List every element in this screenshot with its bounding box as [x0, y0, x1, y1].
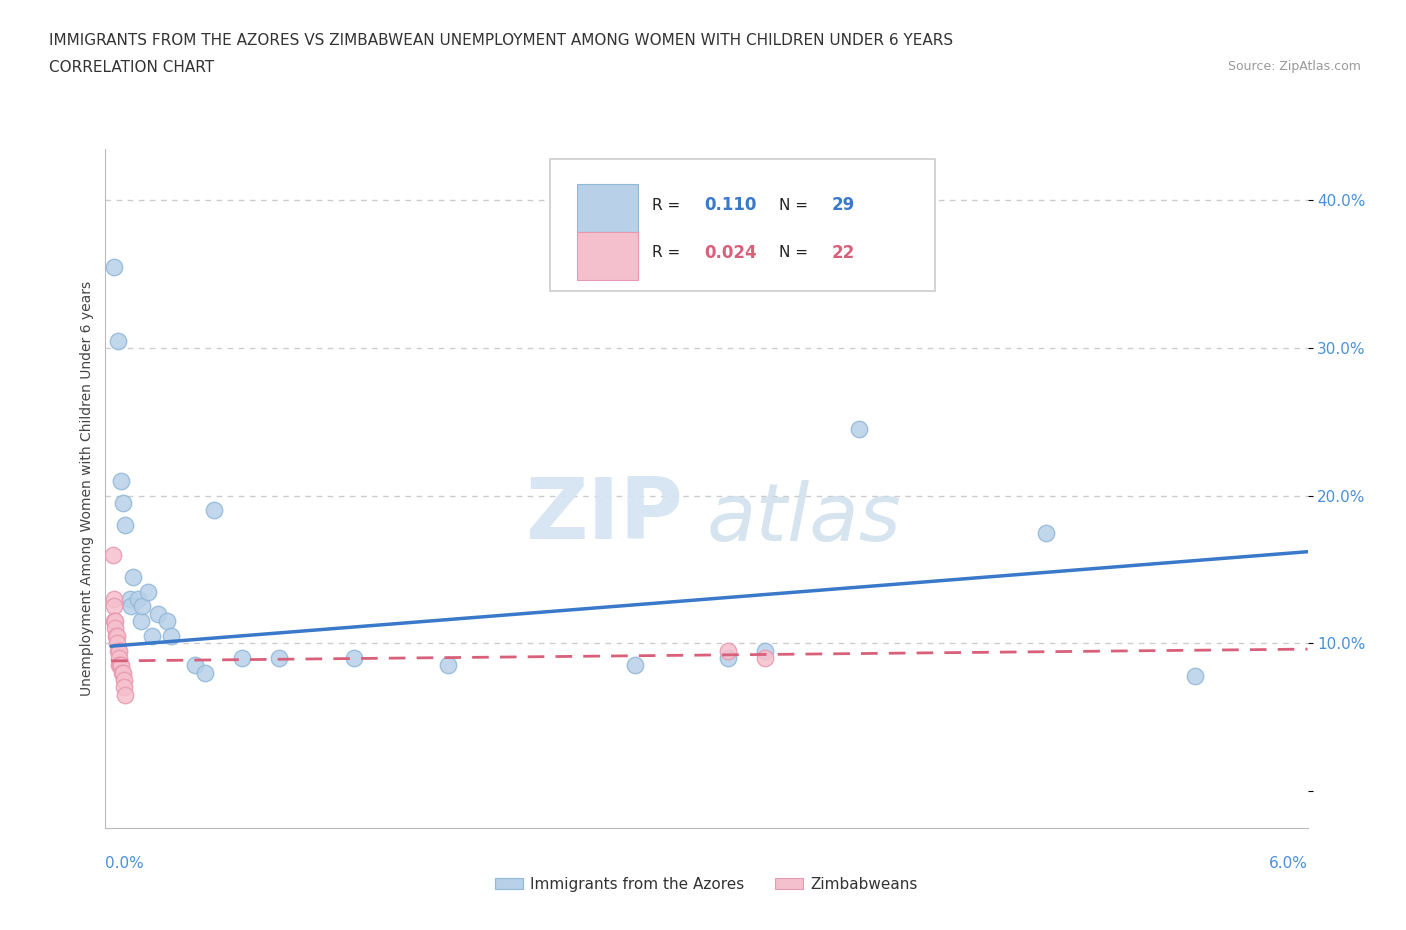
Point: [754, 644, 776, 658]
Point: [101, 547, 124, 562]
Point: [103, 599, 125, 614]
Point: [129, 614, 152, 629]
Point: [104, 614, 127, 629]
Text: 29: 29: [831, 196, 855, 214]
Point: [202, 503, 225, 518]
Point: [110, 658, 132, 672]
Point: [103, 614, 125, 629]
Text: atlas: atlas: [707, 480, 901, 558]
Point: [104, 629, 127, 644]
Point: [108, 658, 131, 672]
Point: [103, 591, 125, 606]
Text: 0.0%: 0.0%: [105, 856, 145, 870]
Point: [160, 629, 183, 644]
Legend: Immigrants from the Azores, Zimbabweans: Immigrants from the Azores, Zimbabweans: [489, 870, 924, 898]
Point: [138, 584, 160, 599]
Text: 0.110: 0.110: [704, 196, 756, 214]
FancyBboxPatch shape: [576, 232, 638, 280]
Point: [127, 591, 149, 606]
Text: 22: 22: [831, 244, 855, 261]
Point: [717, 651, 740, 666]
Point: [1035, 525, 1057, 540]
Y-axis label: Unemployment Among Women with Children Under 6 years: Unemployment Among Women with Children U…: [80, 281, 94, 696]
Text: CORRELATION CHART: CORRELATION CHART: [49, 60, 214, 75]
Point: [112, 680, 135, 695]
Point: [107, 333, 129, 348]
Point: [112, 672, 135, 687]
Point: [110, 658, 132, 672]
Point: [105, 629, 128, 644]
Point: [623, 658, 645, 672]
Point: [184, 658, 207, 672]
Point: [131, 599, 153, 614]
FancyBboxPatch shape: [576, 184, 638, 232]
FancyBboxPatch shape: [550, 159, 935, 291]
Text: R =: R =: [652, 246, 681, 260]
Point: [1184, 669, 1206, 684]
Point: [146, 606, 169, 621]
Text: IMMIGRANTS FROM THE AZORES VS ZIMBABWEAN UNEMPLOYMENT AMONG WOMEN WITH CHILDREN : IMMIGRANTS FROM THE AZORES VS ZIMBABWEAN…: [49, 33, 953, 47]
Point: [848, 422, 870, 437]
Point: [269, 651, 291, 666]
Point: [108, 651, 131, 666]
Point: [114, 518, 136, 533]
Point: [112, 665, 135, 680]
Text: N =: N =: [779, 198, 807, 213]
Point: [717, 644, 740, 658]
Point: [436, 658, 458, 672]
Point: [122, 569, 145, 584]
Text: R =: R =: [652, 198, 681, 213]
Text: ZIP: ZIP: [524, 474, 682, 557]
Text: N =: N =: [779, 246, 807, 260]
Text: 0.024: 0.024: [704, 244, 756, 261]
Point: [141, 629, 163, 644]
Text: Source: ZipAtlas.com: Source: ZipAtlas.com: [1227, 60, 1361, 73]
Point: [120, 599, 142, 614]
Point: [114, 687, 136, 702]
Point: [103, 259, 125, 274]
Point: [343, 651, 366, 666]
Point: [193, 665, 215, 680]
Point: [105, 636, 128, 651]
Point: [104, 621, 127, 636]
Point: [156, 614, 179, 629]
Point: [118, 591, 141, 606]
Point: [107, 644, 129, 658]
Point: [754, 651, 776, 666]
Point: [110, 473, 132, 488]
Point: [111, 665, 134, 680]
Point: [112, 496, 135, 511]
Point: [231, 651, 253, 666]
Text: 6.0%: 6.0%: [1268, 856, 1308, 870]
Point: [107, 644, 129, 658]
